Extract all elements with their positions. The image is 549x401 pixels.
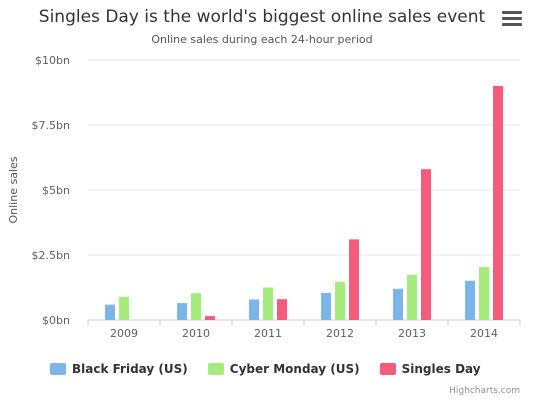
chart-title: Singles Day is the world's biggest onlin…	[39, 7, 486, 27]
bar-black-friday-us-2013	[393, 288, 403, 320]
y-axis-title: Online sales	[7, 156, 20, 223]
credits-link[interactable]: Highcharts.com	[449, 386, 520, 396]
legend-swatch	[379, 363, 396, 375]
y-tick-label: $10bn	[35, 54, 70, 67]
hamburger-icon-line	[502, 17, 522, 20]
x-axis-ticks: 2009 2010 2011 2012 2013 2014	[87, 320, 521, 340]
bars	[105, 86, 503, 320]
grid-lines	[88, 59, 520, 321]
bar-cyber-monday-us-2012	[335, 281, 345, 320]
bar-black-friday-us-2012	[321, 292, 331, 320]
legend-item-cyber-monday[interactable]: Cyber Monday (US)	[207, 362, 360, 376]
bar-cyber-monday-us-2010	[191, 293, 201, 320]
bar-black-friday-us-2014	[465, 280, 475, 320]
bar-singles-day-2013	[421, 169, 431, 320]
legend-swatch	[50, 363, 66, 375]
bar-cyber-monday-us-2011	[263, 287, 273, 320]
y-axis-ticks: $0bn $2.5bn $5bn $7.5bn $10bn	[32, 54, 70, 327]
x-tick-label: 2014	[470, 327, 498, 340]
x-tick-label: 2013	[398, 327, 426, 340]
bar-black-friday-us-2009	[105, 304, 115, 320]
legend-item-black-friday[interactable]: Black Friday (US)	[50, 362, 188, 376]
bar-singles-day-2014	[493, 86, 503, 320]
bar-singles-day-2012	[349, 239, 359, 320]
hamburger-icon-line	[502, 23, 522, 26]
x-tick-label: 2010	[182, 327, 210, 340]
legend-label: Black Friday (US)	[72, 362, 188, 376]
bar-cyber-monday-us-2014	[479, 266, 489, 320]
chart-subtitle: Online sales during each 24-hour period	[151, 33, 372, 46]
y-tick-label: $5bn	[42, 184, 70, 197]
legend-swatch	[207, 363, 224, 375]
x-tick-label: 2012	[326, 327, 354, 340]
bar-black-friday-us-2011	[249, 299, 259, 320]
y-tick-label: $2.5bn	[32, 249, 70, 262]
legend-label: Cyber Monday (US)	[229, 362, 360, 376]
y-tick-label: $0bn	[42, 314, 70, 327]
bar-cyber-monday-us-2009	[119, 296, 129, 320]
y-tick-label: $7.5bn	[32, 119, 70, 132]
chart-menu-button[interactable]	[500, 8, 524, 30]
bar-singles-day-2010	[205, 316, 215, 320]
bar-cyber-monday-us-2013	[407, 274, 417, 320]
hamburger-icon-line	[502, 11, 522, 14]
bar-singles-day-2011	[277, 299, 287, 320]
bar-black-friday-us-2010	[177, 303, 187, 320]
legend-item-singles-day[interactable]: Singles Day	[379, 362, 481, 376]
x-tick-label: 2009	[110, 327, 138, 340]
x-tick-label: 2011	[254, 327, 282, 340]
legend: Black Friday (US) Cyber Monday (US) Sing…	[50, 360, 501, 378]
legend-label: Singles Day	[401, 362, 481, 376]
